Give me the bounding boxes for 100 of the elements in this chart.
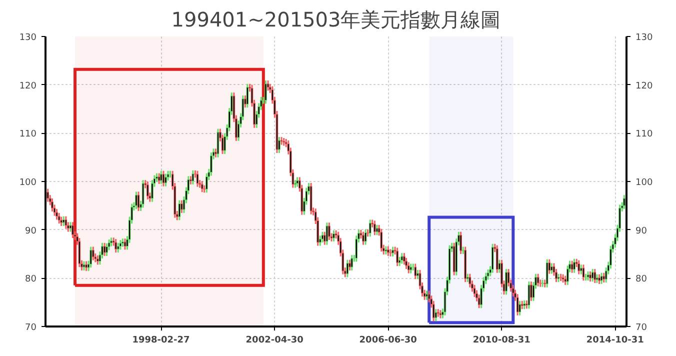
candlestick: [135, 190, 138, 210]
candlestick: [460, 231, 462, 255]
candlestick: [205, 172, 208, 194]
candlestick: [321, 231, 324, 244]
y2-tick-label: 80: [636, 274, 648, 285]
candlestick: [580, 264, 582, 276]
y-tick-label: 130: [19, 33, 37, 43]
candlestick: [400, 252, 404, 264]
candlestick: [405, 257, 408, 270]
candlestick: [373, 220, 376, 236]
candlestick: [364, 228, 367, 246]
y-tick-label: 70: [25, 323, 37, 333]
x-tick-label: 2010-08-31: [472, 336, 530, 346]
candlestick: [416, 269, 419, 280]
candlestick: [180, 200, 183, 214]
candlestick: [386, 246, 390, 257]
candlestick: [578, 260, 580, 276]
candlestick: [51, 198, 54, 212]
x-tick-label: 2014-10-31: [586, 336, 644, 346]
candlestick: [46, 188, 50, 203]
candlestick: [116, 242, 120, 254]
candlestick: [278, 136, 280, 154]
candlestick: [158, 172, 160, 185]
candlestick: [85, 260, 88, 272]
candlestick: [328, 222, 330, 241]
candlestick: [550, 262, 553, 275]
candlestick: [398, 256, 401, 267]
candlestick: [146, 180, 149, 200]
candlestick: [114, 238, 118, 254]
candlestick: [362, 231, 364, 246]
candlestick: [326, 222, 328, 246]
candlestick: [244, 94, 246, 108]
candlestick: [598, 274, 600, 285]
candlestick: [536, 273, 540, 288]
candlestick: [496, 244, 498, 274]
candlestick: [90, 246, 92, 268]
candlestick: [151, 179, 154, 203]
candlestick: [564, 275, 567, 286]
candlestick: [403, 252, 406, 266]
candlestick: [210, 152, 212, 176]
candlestick: [58, 212, 60, 224]
candlestick: [346, 259, 349, 278]
candlestick: [323, 231, 326, 246]
candlestick: [103, 242, 106, 257]
candlestick: [478, 294, 480, 309]
candlestick: [380, 228, 383, 252]
candlestick: [530, 280, 532, 302]
y-tick-label: 100: [19, 178, 37, 188]
candlestick: [546, 258, 548, 288]
candlestick: [178, 200, 181, 221]
x-tick-label: 2002-04-30: [246, 336, 304, 346]
candlestick: [142, 179, 144, 208]
y2-tick-label: 130: [636, 33, 653, 43]
candlestick: [516, 293, 519, 316]
candlestick: [192, 170, 194, 186]
y2-tick-label: 100: [636, 178, 653, 188]
candlestick: [570, 260, 574, 274]
candlestick: [92, 246, 94, 262]
candlestick: [246, 83, 249, 108]
candlestick: [566, 264, 569, 286]
candlestick: [164, 173, 167, 188]
y2-tick-label: 110: [636, 130, 653, 140]
candlestick: [160, 170, 162, 185]
candlestick: [72, 221, 74, 239]
candlestick: [396, 246, 399, 267]
candlestick: [594, 268, 596, 284]
candlestick: [64, 216, 68, 230]
candlestick: [428, 290, 430, 304]
x-tick-label: 1998-02-27: [132, 336, 190, 346]
candlestick: [505, 268, 508, 296]
chart-title: 199401~201503年美元指數月線圖: [171, 8, 501, 32]
candlestick: [392, 246, 394, 258]
y-tick-label: 120: [19, 81, 37, 92]
candlestick: [468, 273, 472, 288]
candlestick: [368, 218, 372, 238]
x-tick-label: 2006-06-30: [359, 336, 417, 346]
candlestick: [200, 180, 204, 193]
candlestick: [602, 272, 606, 284]
candlestick: [78, 237, 81, 268]
candlestick: [96, 254, 99, 266]
candlestick: [296, 176, 299, 188]
candlestick: [548, 258, 551, 275]
candlestick: [119, 239, 122, 250]
y-tick-label: 110: [19, 130, 37, 140]
candlestick: [410, 262, 412, 274]
candlestick: [348, 259, 351, 272]
y-tick-label: 90: [25, 226, 37, 236]
candlestick: [573, 258, 576, 274]
y-tick-label: 80: [25, 274, 37, 285]
y2-tick-label: 120: [636, 81, 653, 92]
candlestick: [350, 254, 354, 272]
candlestick: [332, 230, 335, 242]
candlestick: [414, 262, 417, 280]
candlestick: [589, 270, 592, 282]
candlestick: [56, 208, 58, 220]
candlestick: [264, 80, 267, 104]
candlestick: [491, 243, 494, 274]
candlestick: [318, 234, 322, 247]
y2-tick-label: 70: [636, 323, 648, 333]
candlestick: [528, 280, 530, 310]
